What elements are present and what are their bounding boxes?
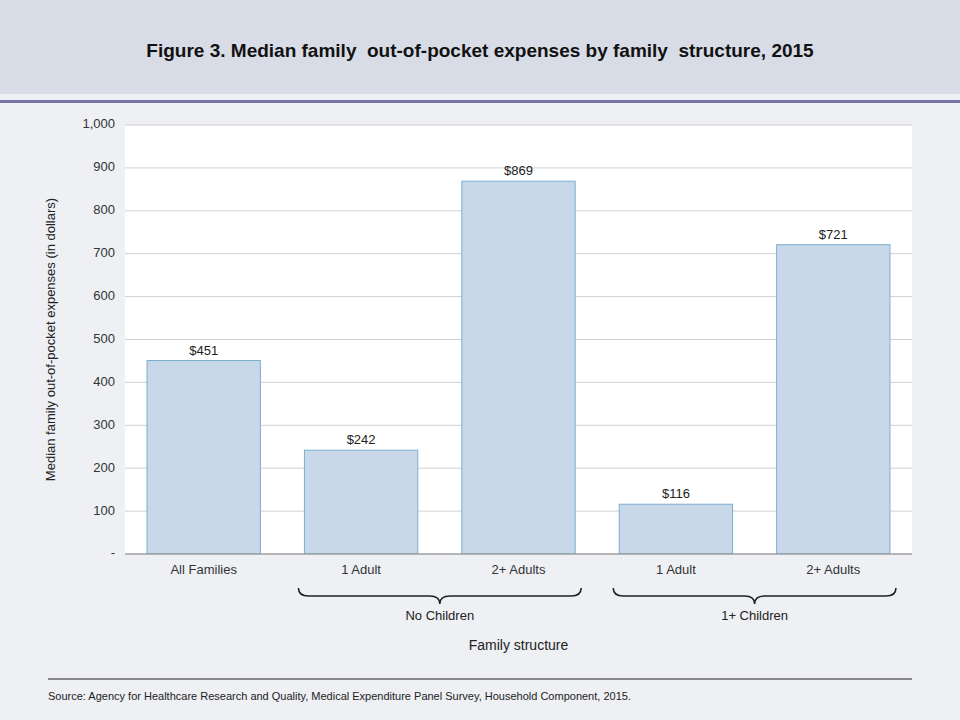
header-separator	[0, 100, 960, 103]
y-tick-label: 1,000	[82, 116, 115, 131]
group-label: No Children	[405, 608, 474, 623]
data-label: $116	[662, 486, 690, 501]
group-brace	[613, 588, 896, 604]
bar	[147, 361, 260, 554]
y-tick-label: 700	[93, 245, 115, 260]
grid-line	[125, 125, 912, 126]
x-tick-label: 2+ Adults	[492, 562, 546, 577]
data-label: $721	[819, 227, 848, 242]
header	[0, 0, 960, 94]
bar	[777, 245, 890, 554]
data-label: $242	[347, 432, 376, 447]
y-tick-label: 900	[93, 159, 115, 174]
bar	[304, 450, 417, 554]
bars	[147, 181, 890, 554]
y-tick-label: 100	[93, 503, 115, 518]
y-tick-label: 300	[93, 417, 115, 432]
grid-line	[125, 554, 912, 555]
x-tick-label: 1 Adult	[656, 562, 696, 577]
y-tick-label: -	[111, 545, 115, 560]
x-tick-label: 1 Adult	[341, 562, 381, 577]
group-brace	[298, 588, 581, 604]
y-tick-label: 200	[93, 460, 115, 475]
group-label: 1+ Children	[721, 608, 788, 623]
title: Figure 3. Median family out-of-pocket ex…	[146, 40, 814, 61]
bar	[619, 504, 732, 554]
chart: Figure 3. Median family out-of-pocket ex…	[0, 0, 960, 720]
x-tick-label: 2+ Adults	[806, 562, 860, 577]
y-tick-label: 500	[93, 331, 115, 346]
y-axis-label: Median family out-of-pocket expenses (in…	[43, 198, 58, 481]
plot-area	[125, 125, 912, 554]
y-tick-label: 600	[93, 288, 115, 303]
source-separator	[48, 678, 912, 680]
x-axis-label: Family structure	[469, 637, 569, 653]
source-text: Source: Agency for Healthcare Research a…	[48, 690, 631, 702]
data-label: $451	[189, 343, 218, 358]
x-tick-label: All Families	[170, 562, 237, 577]
data-label: $869	[504, 163, 533, 178]
y-tick-label: 400	[93, 374, 115, 389]
x-axis-line	[125, 554, 912, 555]
bar	[462, 181, 575, 554]
background	[0, 0, 960, 720]
y-tick-label: 800	[93, 202, 115, 217]
